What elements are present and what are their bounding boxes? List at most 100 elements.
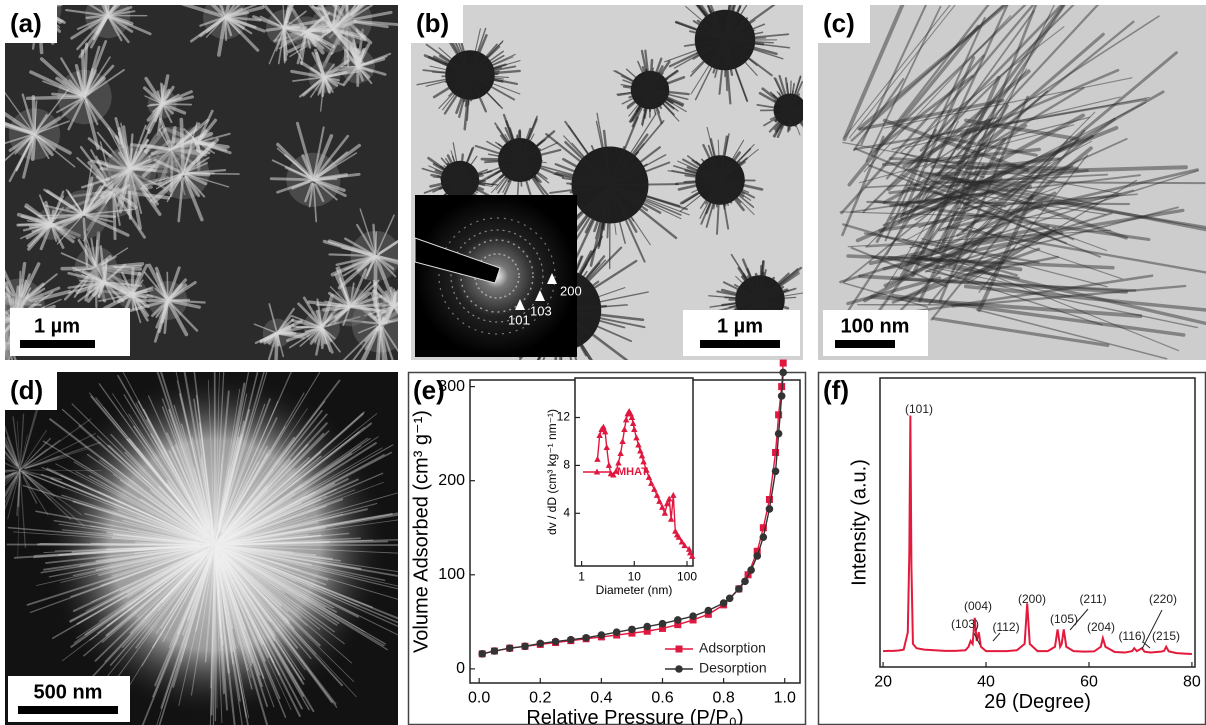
texture [0, 329, 3, 332]
marker [674, 616, 682, 624]
texture [0, 320, 2, 331]
x-tick-label: 0.6 [651, 689, 673, 706]
peak-label: (004) [964, 599, 992, 613]
panel-label: (a) [10, 8, 42, 38]
texture [376, 232, 377, 252]
marker [747, 566, 755, 574]
panel-label: (b) [416, 8, 449, 38]
x-axis-label: 2θ (Degree) [984, 691, 1091, 713]
texture [0, 333, 4, 363]
scale-label: 1 µm [717, 315, 763, 337]
scale-bar [20, 340, 95, 348]
x-axis-label: Diameter (nm) [596, 583, 673, 597]
texture [1, 334, 5, 361]
y-tick-label: 4 [563, 505, 570, 519]
x-tick-label: 0.0 [468, 689, 490, 706]
peak-label: (116) [1118, 629, 1145, 643]
marker [772, 449, 779, 456]
marker [779, 369, 787, 377]
marker [766, 505, 774, 513]
texture [0, 309, 4, 331]
marker [567, 636, 575, 644]
texture [329, 254, 371, 255]
x-axis-label: Relative Pressure (P/P₀) [526, 707, 743, 725]
texture [0, 334, 3, 354]
legend-label: MHAT [617, 466, 648, 478]
marker [720, 599, 728, 607]
peak-label: (200) [1018, 592, 1046, 606]
ring-label: 200 [560, 283, 582, 298]
diffraction-inset: 200 103 101 [415, 195, 582, 357]
hrtem-image [818, 0, 1206, 360]
ring-label: 103 [530, 303, 552, 318]
texture [39, 0, 51, 6]
ring-label: 101 [508, 312, 530, 327]
peak-label: (204) [1087, 620, 1115, 634]
texture [0, 333, 3, 343]
legend-marker [675, 665, 683, 673]
x-tick-label: 1 [578, 570, 585, 584]
marker [613, 628, 621, 636]
texture [42, 0, 73, 5]
page: 200 103 101 (a) (b) (c) (d) 1 µm 1 µm 10… [0, 0, 1206, 725]
y-axis-label: Intensity (a.u.) [848, 459, 870, 586]
peak-label: (101) [905, 402, 933, 416]
texture [173, 128, 175, 148]
panel-frame [819, 373, 1206, 725]
x-tick-label: 80 [1183, 673, 1201, 690]
marker [778, 392, 786, 400]
marker [775, 411, 782, 418]
x-tick-label: 40 [977, 673, 995, 690]
texture [33, 97, 34, 130]
peak-label: (215) [1152, 629, 1180, 643]
texture [322, 330, 323, 348]
x-tick-label: 0.8 [712, 689, 734, 706]
marker [478, 650, 486, 658]
marker [598, 631, 606, 639]
x-tick-label: 1.0 [774, 689, 796, 706]
peak-label: (211) [1079, 592, 1106, 606]
figure: 200 103 101 (a) (b) (c) (d) 1 µm 1 µm 10… [0, 0, 1206, 725]
texture [39, 0, 42, 4]
x-tick-label: 60 [1080, 673, 1098, 690]
marker [552, 638, 560, 646]
texture [271, 179, 311, 180]
texture [0, 305, 4, 331]
texture [0, 296, 4, 331]
scale-label: 1 µm [34, 315, 80, 337]
texture [108, 166, 127, 168]
scale-bar [18, 706, 118, 714]
texture [35, 0, 38, 5]
peak-label: (105) [1050, 612, 1078, 626]
marker [735, 585, 743, 593]
texture [40, 0, 51, 6]
texture [0, 314, 2, 330]
peak-label: (103) [951, 617, 979, 631]
texture [31, 0, 38, 5]
texture [470, 78, 471, 101]
panel-label: (d) [10, 375, 43, 405]
texture [39, 0, 50, 5]
scale-label: 500 nm [34, 681, 103, 703]
texture [0, 333, 5, 356]
legend-marker [676, 646, 683, 653]
y-tick-label: 8 [563, 458, 570, 472]
axes-frame [880, 378, 1195, 667]
marker [659, 620, 667, 628]
marker [753, 552, 761, 560]
marker [741, 578, 749, 586]
marker [780, 360, 787, 367]
scale-bar [835, 340, 895, 348]
marker [643, 623, 651, 631]
marker [705, 607, 713, 615]
texture [181, 120, 183, 171]
marker [628, 626, 636, 634]
x-tick-label: 100 [677, 570, 697, 584]
y-tick-label: 0 [456, 660, 465, 677]
texture [0, 335, 3, 359]
texture [0, 300, 5, 331]
texture [163, 104, 191, 105]
y-tick-label: 300 [438, 378, 465, 395]
scale-bar [700, 340, 780, 348]
marker [726, 595, 734, 603]
